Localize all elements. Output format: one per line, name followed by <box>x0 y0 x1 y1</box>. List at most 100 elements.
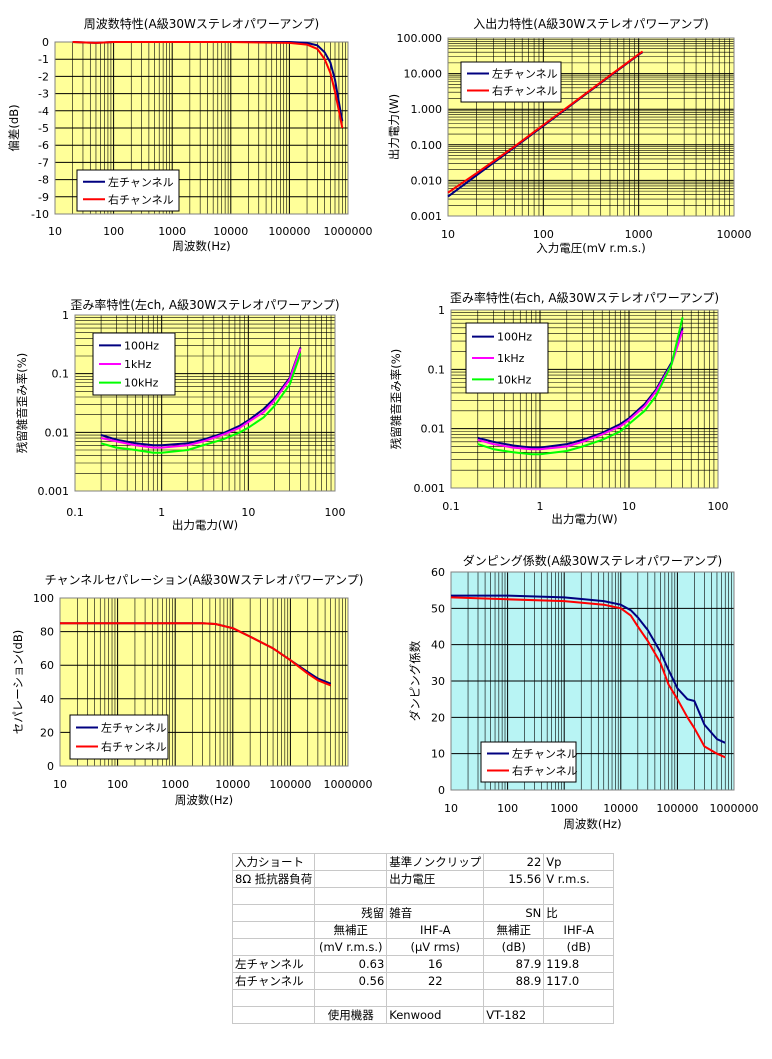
legend-label: 左チャンネル <box>101 722 167 735</box>
chart-title: 周波数特性(A級30Wステレオパワーアンプ) <box>84 16 319 31</box>
x-axis-label: 周波数(Hz) <box>172 239 230 253</box>
series-line <box>100 353 302 454</box>
y-tick-label: 1.000 <box>411 103 443 116</box>
x-tick-label: 1000000 <box>324 778 373 791</box>
y-axis-label: ダンピング係数 <box>408 640 422 721</box>
y-tick-label: 80 <box>40 626 54 639</box>
table-cell <box>386 989 485 1007</box>
table-cell: 8Ω 抵抗器負荷 <box>231 870 316 888</box>
series-line <box>100 348 302 449</box>
x-tick-label: 100000 <box>269 778 311 791</box>
legend-label: 100Hz <box>124 339 159 352</box>
table-cell: 出力電圧 <box>386 870 485 888</box>
plot-border <box>450 309 719 489</box>
y-tick-label: -2 <box>38 70 49 83</box>
table-cell: 無補正 <box>314 921 388 939</box>
y-tick-label: 20 <box>431 711 445 724</box>
x-tick-label: 100000 <box>656 802 698 815</box>
y-axis-label: 残留雑音歪み率(%) <box>15 353 29 453</box>
table-cell: 87.9 <box>483 955 545 973</box>
table-cell: Kenwood <box>386 1006 485 1024</box>
table-row <box>231 887 615 905</box>
y-tick-label: 0.001 <box>411 210 443 223</box>
y-tick-label: -8 <box>38 174 49 187</box>
y-tick-label: 0.100 <box>411 139 443 152</box>
x-tick-label: 10000 <box>717 228 752 241</box>
table-cell <box>314 887 388 905</box>
series-line <box>447 50 644 194</box>
y-tick-label: 0.001 <box>38 485 70 498</box>
y-tick-label: 10.000 <box>404 68 443 81</box>
legend-label: 右チャンネル <box>512 764 578 778</box>
frequency-response-chart: 10 100 1000 10000 100000 1000000 0 -1 -2 -3 -4 -5 -6… <box>7 16 373 253</box>
table-row: (mV r.m.s.) (μV rms) (dB) (dB) <box>231 938 615 956</box>
chart-title: 入出力特性(A級30Wステレオパワーアンプ) <box>473 16 708 31</box>
table-cell <box>314 853 388 871</box>
x-axis-label: 周波数(Hz) <box>563 817 621 831</box>
x-tick-label: 100 <box>325 506 346 519</box>
y-axis-label: 残留雑音歪み率(%) <box>389 349 403 449</box>
x-tick-label: 10000 <box>603 802 638 815</box>
table-row: 右チャンネル 0.56 22 88.9 117.0 <box>231 972 615 990</box>
chart-title: チャンネルセパレーション(A級30Wステレオパワーアンプ) <box>45 573 364 587</box>
x-tick-label: 1000 <box>625 228 653 241</box>
x-tick-label: 10 <box>622 500 636 513</box>
distortion-right-chart: 0.1 1 10 100 0.001 0.01 0.1 1 歪み率特性(右ch, A級30Wステ… <box>389 290 729 526</box>
grid <box>447 38 734 217</box>
table-cell <box>231 938 316 956</box>
series-line <box>477 327 684 449</box>
y-tick-label: -7 <box>38 156 49 169</box>
y-tick-label: -6 <box>38 139 49 152</box>
plot-border <box>450 571 735 791</box>
x-tick-label: 0.1 <box>66 506 84 519</box>
table-cell: 22 <box>386 972 485 990</box>
table-cell: 基準ノンクリップ <box>386 853 485 871</box>
table-cell: 88.9 <box>483 972 545 990</box>
legend-label: 100Hz <box>497 331 532 344</box>
damping-factor-chart: 10 100 1000 10000 100000 1000000 0 10 20 30 40 50 60… <box>408 553 759 831</box>
table-cell: (dB) <box>483 938 545 956</box>
table-cell <box>483 887 545 905</box>
table-cell: 無補正 <box>483 921 545 939</box>
table-row <box>231 989 615 1007</box>
legend-box <box>76 169 180 212</box>
x-tick-label: 100 <box>708 500 729 513</box>
table-cell <box>543 989 615 1007</box>
x-tick-label: 100 <box>533 228 554 241</box>
table-cell: SN <box>483 904 545 922</box>
x-tick-label: 100 <box>497 802 518 815</box>
legend-box <box>480 741 577 783</box>
table-cell: 比 <box>543 904 615 922</box>
y-tick-label: 30 <box>431 675 445 688</box>
y-tick-label: 0.01 <box>45 426 70 439</box>
y-tick-label: -1 <box>38 53 49 66</box>
y-tick-label: -10 <box>31 208 49 221</box>
series-line <box>451 594 726 744</box>
y-tick-label: -3 <box>38 88 49 101</box>
plot-border <box>447 37 735 217</box>
y-tick-label: 10 <box>431 748 445 761</box>
legend: 100Hz 1kHz 10kHz <box>92 332 176 396</box>
y-tick-label: 0 <box>47 760 54 773</box>
chart-title: 歪み率特性(右ch, A級30Wステレオパワーアンプ) <box>450 290 719 305</box>
table-cell <box>543 887 615 905</box>
y-axis-label: 出力電力(W) <box>387 94 401 160</box>
table-cell: 雑音 <box>386 904 485 922</box>
y-tick-label: -4 <box>38 105 49 118</box>
x-tick-label: 1000 <box>161 778 189 791</box>
table-cell <box>231 921 316 939</box>
x-tick-label: 1000 <box>158 225 186 238</box>
table-cell: 0.63 <box>314 955 388 973</box>
table-row: 使用機器 Kenwood VT-182 <box>231 1006 615 1024</box>
legend-box <box>460 61 562 103</box>
series-line <box>477 330 684 451</box>
table-cell: (mV r.m.s.) <box>314 938 388 956</box>
x-tick-label: 1000000 <box>324 225 373 238</box>
y-tick-label: 0.01 <box>421 423 446 436</box>
chart-title: ダンピング係数(A級30Wステレオパワーアンプ) <box>463 553 722 568</box>
x-tick-label: 10 <box>441 228 455 241</box>
table-cell <box>314 870 388 888</box>
y-axis-label: セパレーション(dB) <box>11 630 25 734</box>
